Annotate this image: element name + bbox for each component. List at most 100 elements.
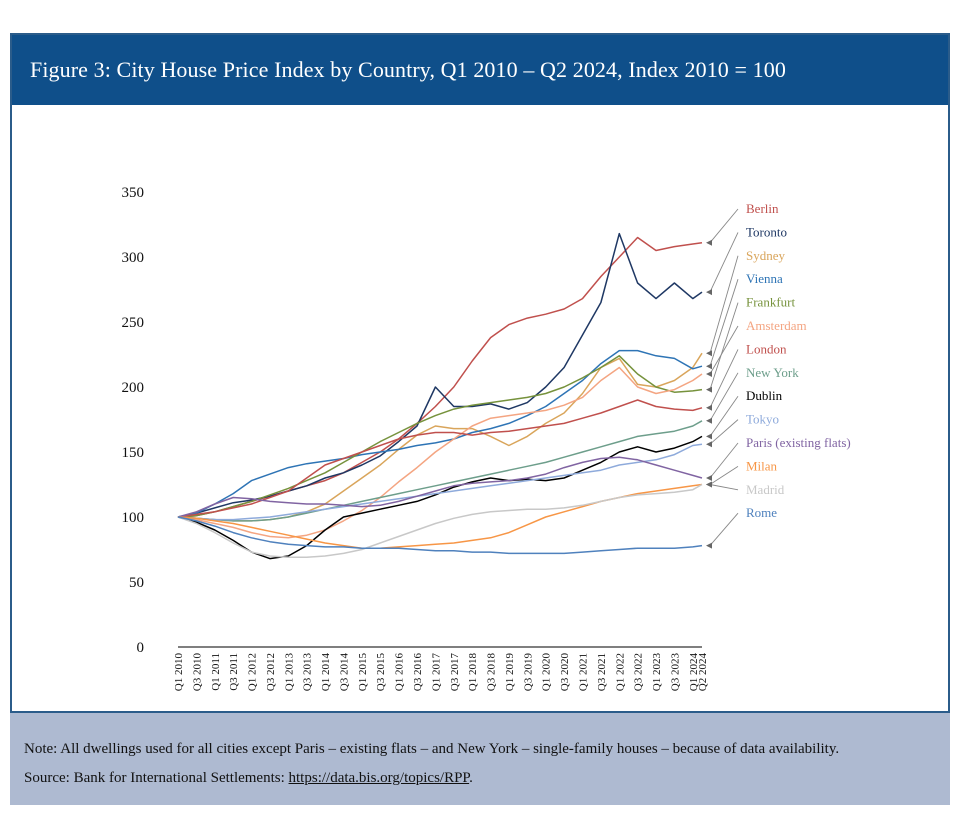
x-tick-label: Q3 2021: [596, 653, 608, 691]
source-suffix: .: [469, 770, 473, 786]
source-prefix: Source: Bank for International Settlemen…: [24, 770, 289, 786]
legend-arrowhead: [706, 417, 712, 424]
legend-label: Milan: [746, 458, 778, 473]
y-axis: 0 50 100 150 200 250 300 350: [122, 185, 145, 656]
series-line: [177, 399, 703, 518]
series-line: [177, 352, 703, 522]
legend-leader-line: [709, 279, 739, 367]
x-tick-label: Q1 2024: [688, 653, 700, 692]
series-line: [177, 420, 703, 522]
y-tick-label: 0: [137, 640, 145, 656]
legend-arrowhead: [706, 371, 712, 377]
legend-leader-line: [709, 419, 739, 445]
series-line: [177, 355, 703, 518]
x-tick-label: Q1 2011: [210, 653, 222, 691]
x-tick-label: Q3 2016: [412, 653, 424, 692]
y-tick-label: 350: [122, 185, 145, 201]
x-tick-label: Q2 2024: [697, 653, 709, 692]
legend-label: New York: [746, 365, 799, 380]
source-link[interactable]: https://data.bis.org/topics/RPP: [288, 770, 470, 786]
legend-label: Rome: [746, 505, 777, 520]
legend-leader-line: [709, 512, 739, 546]
x-tick-label: Q1 2019: [504, 653, 516, 692]
x-tick-label: Q1 2015: [357, 653, 369, 692]
series-line: [177, 483, 703, 559]
x-tick-label: Q3 2022: [633, 653, 645, 691]
legend-label: Tokyo: [746, 412, 779, 427]
legend-arrowhead: [706, 289, 712, 296]
legend-leader-line: [709, 484, 739, 491]
series-line: [177, 435, 703, 560]
x-tick-label: Q3 2014: [338, 653, 350, 692]
series-line: [177, 443, 703, 521]
x-tick-label: Q3 2013: [302, 653, 314, 692]
legend-leader-line: [709, 232, 739, 293]
legend-label: Frankfurt: [746, 295, 795, 310]
x-tick-label: Q1 2017: [430, 653, 442, 692]
series-line: [177, 232, 703, 518]
legend-leader-line: [709, 395, 739, 437]
series-line: [177, 366, 703, 539]
y-tick-label: 150: [122, 445, 145, 461]
x-tick-label: Q3 2010: [191, 653, 203, 692]
series-group: [177, 232, 703, 560]
x-tick-label: Q3 2015: [375, 653, 387, 692]
title-bar: Figure 3: City House Price Index by Coun…: [12, 35, 948, 105]
legend-label: Paris (existing flats): [746, 435, 851, 450]
legend-arrowhead: [706, 363, 712, 370]
legend-arrowhead: [706, 350, 712, 357]
legend-label: Berlin: [746, 201, 779, 216]
x-tick-label: Q1 2022: [614, 653, 626, 691]
legend-leader-line: [709, 372, 739, 422]
legend-leader-line: [709, 349, 739, 408]
legend-arrowhead: [706, 386, 712, 393]
legend-leader-line: [709, 442, 739, 479]
y-tick-label: 250: [122, 315, 145, 331]
legend-leader-line: [709, 325, 739, 375]
legend-leader-line: [709, 208, 739, 243]
legend-label: Sydney: [746, 248, 786, 263]
series-line: [177, 349, 703, 518]
legend-arrowhead: [706, 441, 712, 448]
figure-frame: Figure 3: City House Price Index by Coun…: [10, 33, 950, 713]
x-tick-label: Q3 2012: [265, 653, 277, 691]
x-tick-label: Q1 2018: [467, 653, 479, 692]
legend-arrowhead: [706, 239, 712, 246]
note-text: Note: All dwellings used for all cities …: [24, 741, 840, 757]
x-tick-label: Q1 2014: [320, 653, 332, 692]
x-tick-label: Q3 2011: [228, 653, 240, 691]
x-tick-label: Q3 2017: [449, 653, 461, 692]
y-tick-label: 100: [122, 510, 145, 526]
x-tick-label: Q3 2023: [669, 653, 681, 692]
legend-leader-line: [709, 302, 739, 390]
x-axis: Q1 2010 Q3 2010 Q1 2011 Q3 2011 Q1 2012 Q3 20…: [173, 653, 709, 692]
notes-panel: Note: All dwellings used for all cities …: [10, 713, 950, 805]
legend-label: Toronto: [746, 224, 787, 239]
series-line: [177, 456, 703, 518]
y-tick-label: 300: [122, 250, 145, 266]
y-tick-label: 200: [122, 380, 145, 396]
series-line: [177, 516, 703, 555]
x-tick-label: Q3 2020: [559, 653, 571, 692]
x-tick-label: Q1 2012: [247, 653, 259, 691]
legend-label: London: [746, 341, 787, 356]
legend-arrowhead: [706, 404, 712, 411]
x-tick-label: Q1 2023: [651, 653, 663, 692]
legend-arrowhead: [706, 433, 712, 440]
series-line: [177, 236, 703, 518]
legend-arrowhead: [706, 542, 712, 549]
x-tick-label: Q3 2018: [486, 653, 498, 692]
legend-arrowhead: [706, 481, 712, 488]
legend-label: Amsterdam: [746, 318, 807, 333]
legend-label: Madrid: [746, 482, 785, 497]
legend-arrowhead: [706, 475, 712, 481]
legend-label: Dublin: [746, 388, 783, 403]
legend-label: Vienna: [746, 271, 783, 286]
legend: Berlin Toronto Sydney Vienna Frankfurt Amster…: [706, 201, 851, 549]
x-tick-label: Q1 2010: [173, 653, 185, 692]
legend-leader-line: [709, 255, 739, 354]
x-tick-label: Q1 2013: [283, 653, 295, 692]
x-tick-label: Q1 2016: [394, 653, 406, 692]
x-tick-label: Q3 2019: [522, 653, 534, 692]
